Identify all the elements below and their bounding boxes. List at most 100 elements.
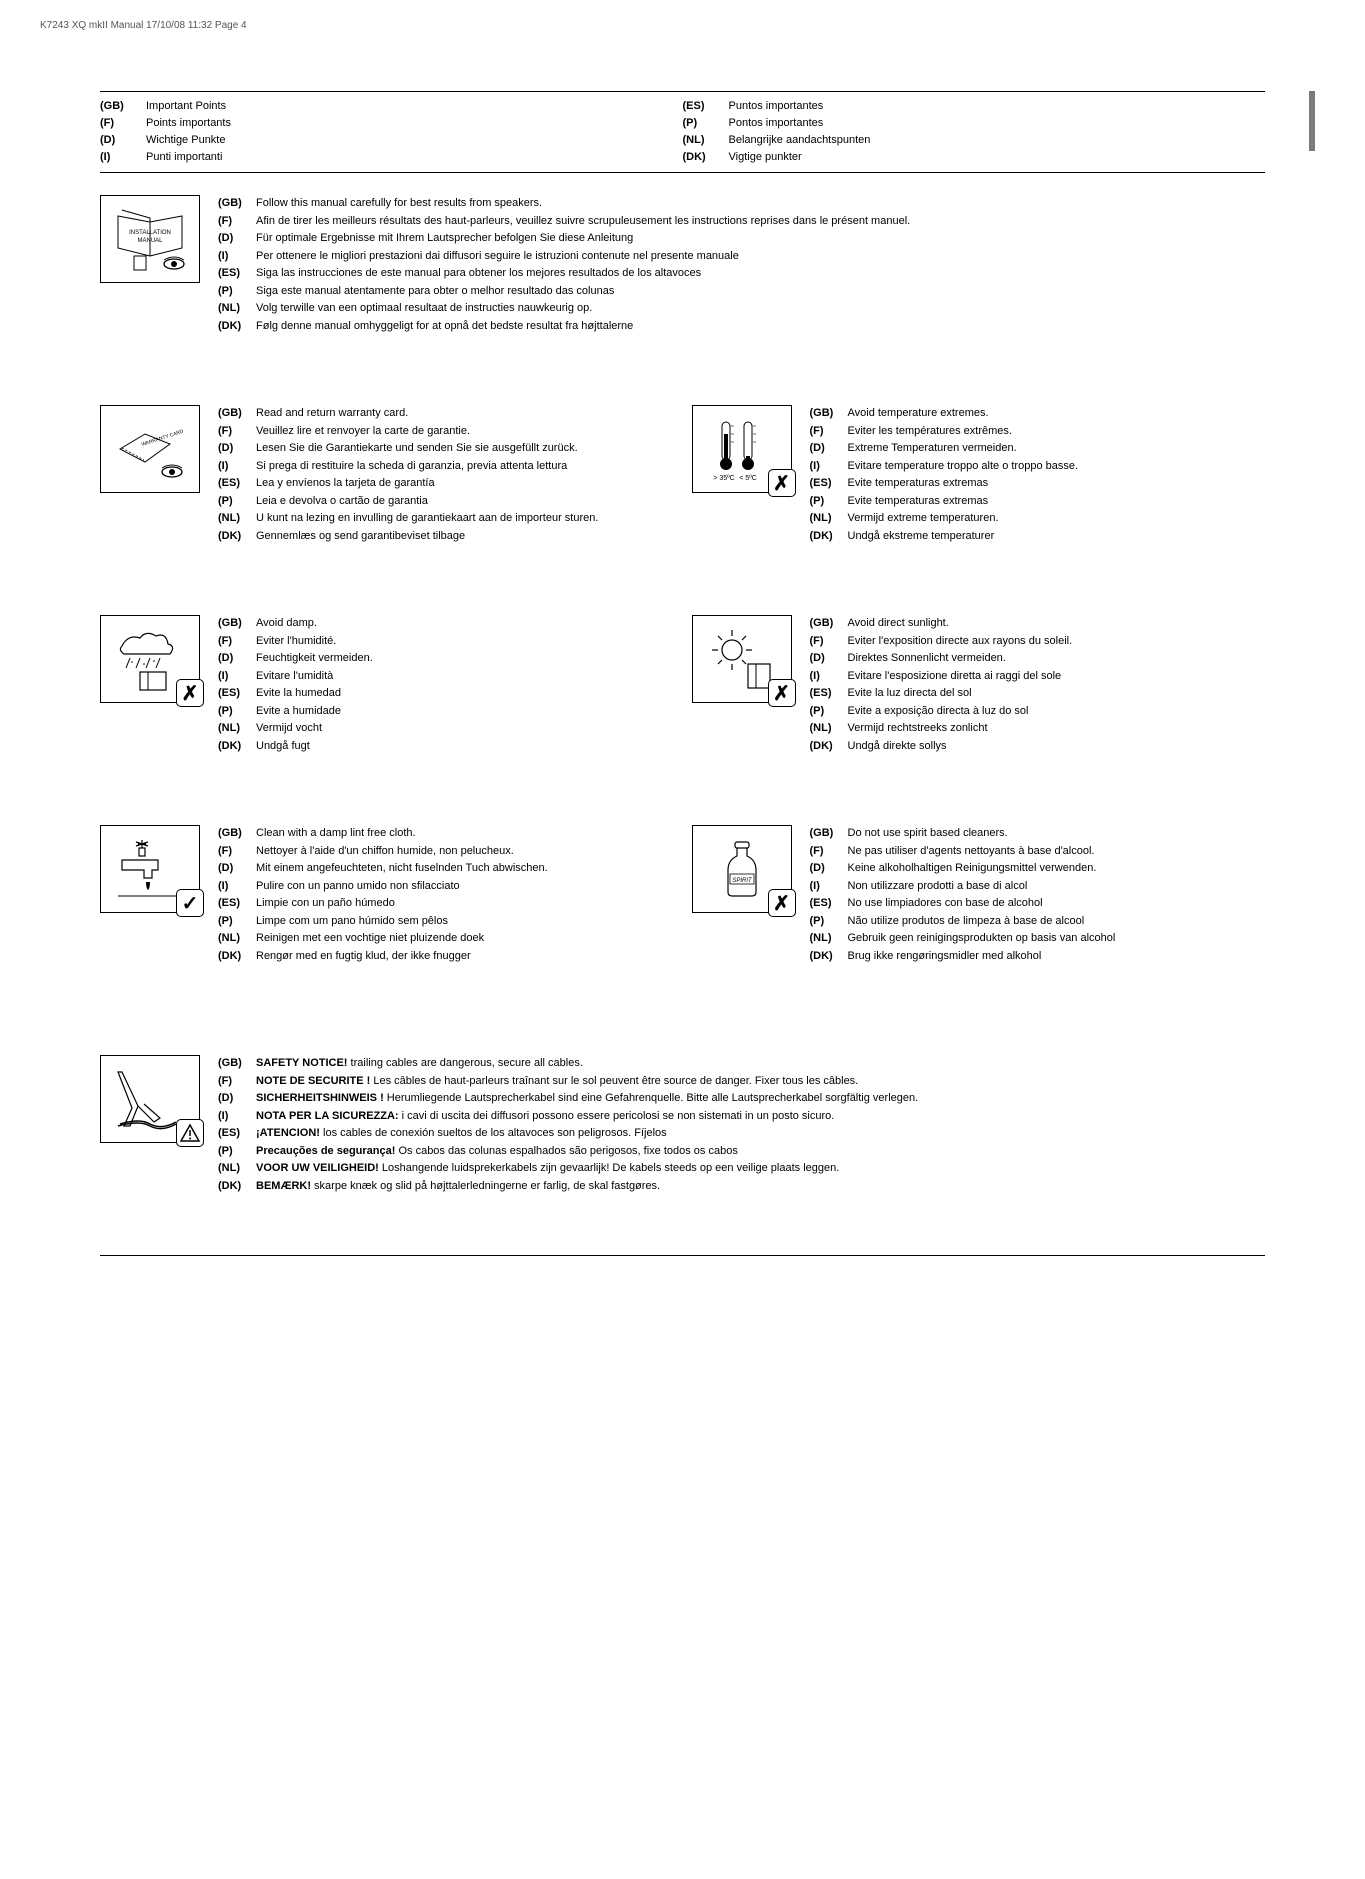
- entry-text: Volg terwille van een optimaal resultaat…: [256, 300, 1265, 317]
- text-entry: (GB)Avoid direct sunlight.: [810, 615, 1266, 632]
- lang-code: (I): [218, 1108, 256, 1125]
- cross-badge-icon: ✗: [768, 889, 796, 917]
- entry-text: Evitare l'esposizione diretta ai raggi d…: [848, 668, 1266, 685]
- text-entry: (F)Eviter l'exposition directe aux rayon…: [810, 633, 1266, 650]
- lang-code: (GB): [218, 615, 256, 632]
- lang-code: (DK): [218, 1178, 256, 1195]
- lang-code: (I): [810, 458, 848, 475]
- lang-code: (F): [810, 633, 848, 650]
- text-entry: (DK)BEMÆRK! skarpe knæk og slid på højtt…: [218, 1178, 1265, 1195]
- entry-text: Nettoyer à l'aide d'un chiffon humide, n…: [256, 843, 674, 860]
- text-entry: (P)Evite a exposição directa à luz do so…: [810, 703, 1266, 720]
- lang-code: (NL): [218, 510, 256, 527]
- text-entry: (P)Precauções de segurança! Os cabos das…: [218, 1143, 1265, 1160]
- tap-icon: ✓: [100, 825, 200, 913]
- lang-code: (NL): [218, 1160, 256, 1177]
- text-entry: (NL)Reinigen met een vochtige niet pluiz…: [218, 930, 674, 947]
- entry-text: Avoid temperature extremes.: [848, 405, 1266, 422]
- entry-text: Afin de tirer les meilleurs résultats de…: [256, 213, 1265, 230]
- lang-code: (D): [218, 230, 256, 247]
- lang-code: (F): [218, 423, 256, 440]
- text-entry: (NL)Volg terwille van een optimaal resul…: [218, 300, 1265, 317]
- entry-text: Evite temperaturas extremas: [848, 475, 1266, 492]
- title-label: Punti importanti: [146, 149, 222, 166]
- side-tab-mark: [1309, 91, 1315, 151]
- entry-text: Gennemlæs og send garantibeviset tilbage: [256, 528, 674, 545]
- text-entry: (NL)Vermijd rechtstreeks zonlicht: [810, 720, 1266, 737]
- entry-text: Vermijd rechtstreeks zonlicht: [848, 720, 1266, 737]
- lang-code: (DK): [218, 318, 256, 335]
- entry-text: U kunt na lezing en invulling de garanti…: [256, 510, 674, 527]
- text-entry: (DK)Rengør med en fugtig klud, der ikke …: [218, 948, 674, 965]
- title-label: Belangrijke aandachtspunten: [729, 132, 871, 149]
- lang-code: (NL): [218, 930, 256, 947]
- section-safety-notice: (GB)SAFETY NOTICE! trailing cables are d…: [100, 1055, 1265, 1195]
- entry-text: Feuchtigkeit vermeiden.: [256, 650, 674, 667]
- text-entry: (NL)U kunt na lezing en invulling de gar…: [218, 510, 674, 527]
- lang-code: (I): [218, 668, 256, 685]
- text-entry: (I)Evitare l'esposizione diretta ai ragg…: [810, 668, 1266, 685]
- entry-text: Non utilizzare prodotti a base di alcol: [848, 878, 1266, 895]
- entry-text: Keine alkoholhaltigen Reinigungsmittel v…: [848, 860, 1266, 877]
- warranty-card-icon: WARRANTY CARD: [100, 405, 200, 493]
- entry-text: ¡ATENCION! los cables de conexión suelto…: [256, 1125, 1265, 1142]
- lang-code: (F): [218, 1073, 256, 1090]
- entry-text: Brug ikke rengøringsmidler med alkohol: [848, 948, 1266, 965]
- spirit-bottle-icon: SPIRIT ✗: [692, 825, 792, 913]
- entry-text: Eviter l'humidité.: [256, 633, 674, 650]
- entry-text: Extreme Temperaturen vermeiden.: [848, 440, 1266, 457]
- title-label: Pontos importantes: [729, 115, 824, 132]
- text-entry: (I)Pulire con un panno umido non sfilacc…: [218, 878, 674, 895]
- entry-text: Si prega di restituire la scheda di gara…: [256, 458, 674, 475]
- title-row: (ES)Puntos importantes: [683, 98, 1266, 115]
- lang-code: (DK): [810, 948, 848, 965]
- text-entry: (P)Evite temperaturas extremas: [810, 493, 1266, 510]
- entry-text: Limpie con un paño húmedo: [256, 895, 674, 912]
- text-entry: (I)NOTA PER LA SICUREZZA: i cavi di usci…: [218, 1108, 1265, 1125]
- text-entry: (D)Direktes Sonnenlicht vermeiden.: [810, 650, 1266, 667]
- text-entry: (I)Non utilizzare prodotti a base di alc…: [810, 878, 1266, 895]
- text-entry: (DK)Brug ikke rengøringsmidler med alkoh…: [810, 948, 1266, 965]
- svg-text:MANUAL: MANUAL: [137, 238, 163, 244]
- title-row: (D)Wichtige Punkte: [100, 132, 683, 149]
- lang-code: (DK): [218, 528, 256, 545]
- title-row: (P)Pontos importantes: [683, 115, 1266, 132]
- text-entry: (I)Evitare temperature troppo alte o tro…: [810, 458, 1266, 475]
- entry-text: Lesen Sie die Garantiekarte und senden S…: [256, 440, 674, 457]
- lang-code: (P): [218, 283, 256, 300]
- entry-text: Vermijd extreme temperaturen.: [848, 510, 1266, 527]
- text-entry: (I)Per ottenere le migliori prestazioni …: [218, 248, 1265, 265]
- entry-text: Veuillez lire et renvoyer la carte de ga…: [256, 423, 674, 440]
- title-row: (NL)Belangrijke aandachtspunten: [683, 132, 1266, 149]
- lang-code: (P): [218, 703, 256, 720]
- lang-code: (NL): [218, 300, 256, 317]
- lang-code: (DK): [218, 738, 256, 755]
- text-entry: (D)SICHERHEITSHINWEIS ! Herumliegende La…: [218, 1090, 1265, 1107]
- entry-text: Evite la humedad: [256, 685, 674, 702]
- text-entry: (GB)Do not use spirit based cleaners.: [810, 825, 1266, 842]
- svg-text:> 35ºC: > 35ºC: [713, 475, 734, 482]
- entry-text: Clean with a damp lint free cloth.: [256, 825, 674, 842]
- entry-text: Precauções de segurança! Os cabos das co…: [256, 1143, 1265, 1160]
- lang-code: (ES): [218, 685, 256, 702]
- lang-code: (DK): [218, 948, 256, 965]
- lang-code: (D): [810, 860, 848, 877]
- entry-text: Avoid direct sunlight.: [848, 615, 1266, 632]
- text-entry: (DK)Undgå ekstreme temperaturer: [810, 528, 1266, 545]
- text-entry: (D)Lesen Sie die Garantiekarte und sende…: [218, 440, 674, 457]
- entry-text: Siga las instrucciones de este manual pa…: [256, 265, 1265, 282]
- header-note: K7243 XQ mkII Manual 17/10/08 11:32 Page…: [40, 20, 1205, 31]
- lang-code: (D): [100, 132, 146, 149]
- lang-code: (F): [100, 115, 146, 132]
- lang-code: (F): [218, 633, 256, 650]
- entry-text: Evite la luz directa del sol: [848, 685, 1266, 702]
- text-entry: (D)Extreme Temperaturen vermeiden.: [810, 440, 1266, 457]
- title-label: Puntos importantes: [729, 98, 824, 115]
- entry-text: Lea y envíenos la tarjeta de garantía: [256, 475, 674, 492]
- text-entry: (GB)Clean with a damp lint free cloth.: [218, 825, 674, 842]
- svg-text:SPIRIT: SPIRIT: [732, 878, 753, 884]
- lang-code: (F): [810, 843, 848, 860]
- text-entry: (D)Keine alkoholhaltigen Reinigungsmitte…: [810, 860, 1266, 877]
- lang-code: (P): [810, 913, 848, 930]
- cross-badge-icon: ✗: [768, 469, 796, 497]
